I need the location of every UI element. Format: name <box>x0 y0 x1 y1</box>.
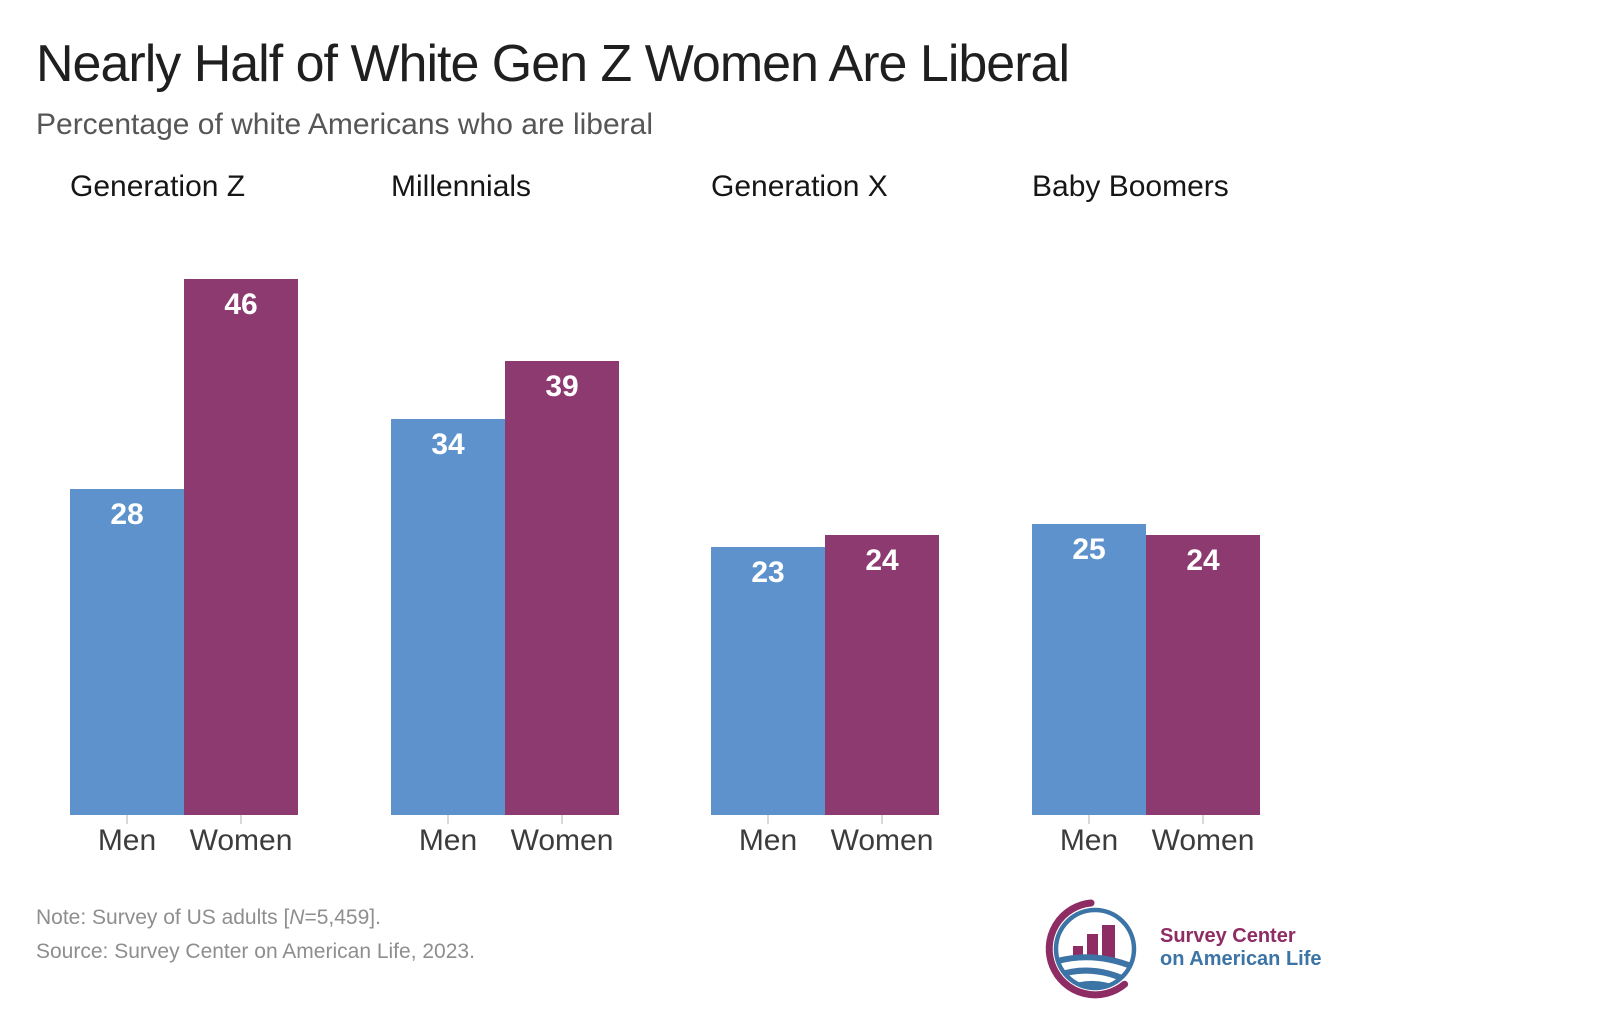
axis-tick <box>1202 815 1204 824</box>
axis-tick <box>881 815 883 824</box>
group-label: Baby Boomers <box>1032 170 1229 203</box>
bar-value-label: 24 <box>865 544 899 577</box>
footnotes: Note: Survey of US adults [N=5,459]. Sou… <box>36 901 475 969</box>
bar-group-baby-boomers: Baby Boomers 25 24 Men Women <box>1032 170 1260 870</box>
bar-women: 24 <box>825 535 939 815</box>
bar-women: 46 <box>184 279 298 815</box>
axis-label-women: Women <box>1151 824 1255 857</box>
axis-label-men: Men <box>1059 824 1119 857</box>
bar-group-generation-x: Generation X 23 24 Men Women <box>711 170 939 870</box>
logo-line1: Survey Center <box>1160 925 1296 947</box>
bar-value-label: 24 <box>1186 544 1220 577</box>
group-label: Millennials <box>391 170 532 203</box>
axis-label-men: Men <box>418 824 478 857</box>
bar-women: 39 <box>505 361 619 815</box>
axis-tick <box>767 815 769 824</box>
axis-tick <box>447 815 449 824</box>
axis-label-men: Men <box>97 824 157 857</box>
bar-value-label: 25 <box>1072 533 1106 566</box>
axis-label-women: Women <box>189 824 293 857</box>
survey-center-logo: Survey Center on American Life <box>1044 894 1322 1000</box>
axis-label-women: Women <box>510 824 614 857</box>
note-text: Note: Survey of US adults [N=5,459]. <box>36 906 381 929</box>
bar-value-label: 46 <box>224 288 258 321</box>
bar-value-label: 23 <box>751 556 785 589</box>
bar-value-label: 34 <box>431 428 465 461</box>
chart-subtitle: Percentage of white Americans who are li… <box>36 108 653 141</box>
bar-women: 24 <box>1146 535 1260 815</box>
bar-men: 23 <box>711 547 825 815</box>
source-text: Source: Survey Center on American Life, … <box>36 940 475 963</box>
chart-title: Nearly Half of White Gen Z Women Are Lib… <box>36 35 1070 93</box>
bar-value-label: 39 <box>545 370 579 403</box>
bar-group-generation-z: Generation Z 28 46 Men Women <box>70 170 298 870</box>
bar-group-millennials: Millennials 34 39 Men Women <box>391 170 619 870</box>
bar-men: 25 <box>1032 524 1146 815</box>
axis-tick <box>1088 815 1090 824</box>
axis-tick <box>561 815 563 824</box>
group-label: Generation X <box>711 170 888 203</box>
group-label: Generation Z <box>70 170 246 203</box>
bar-men: 28 <box>70 489 184 815</box>
axis-tick <box>126 815 128 824</box>
logo-text: Survey Center on American Life <box>1160 925 1322 971</box>
bar-men: 34 <box>391 419 505 815</box>
logo-line2: on American Life <box>1160 948 1322 970</box>
bar-value-label: 28 <box>110 498 144 531</box>
survey-center-logo-icon <box>1045 899 1137 999</box>
axis-label-men: Men <box>738 824 798 857</box>
axis-tick <box>240 815 242 824</box>
axis-label-women: Women <box>830 824 934 857</box>
